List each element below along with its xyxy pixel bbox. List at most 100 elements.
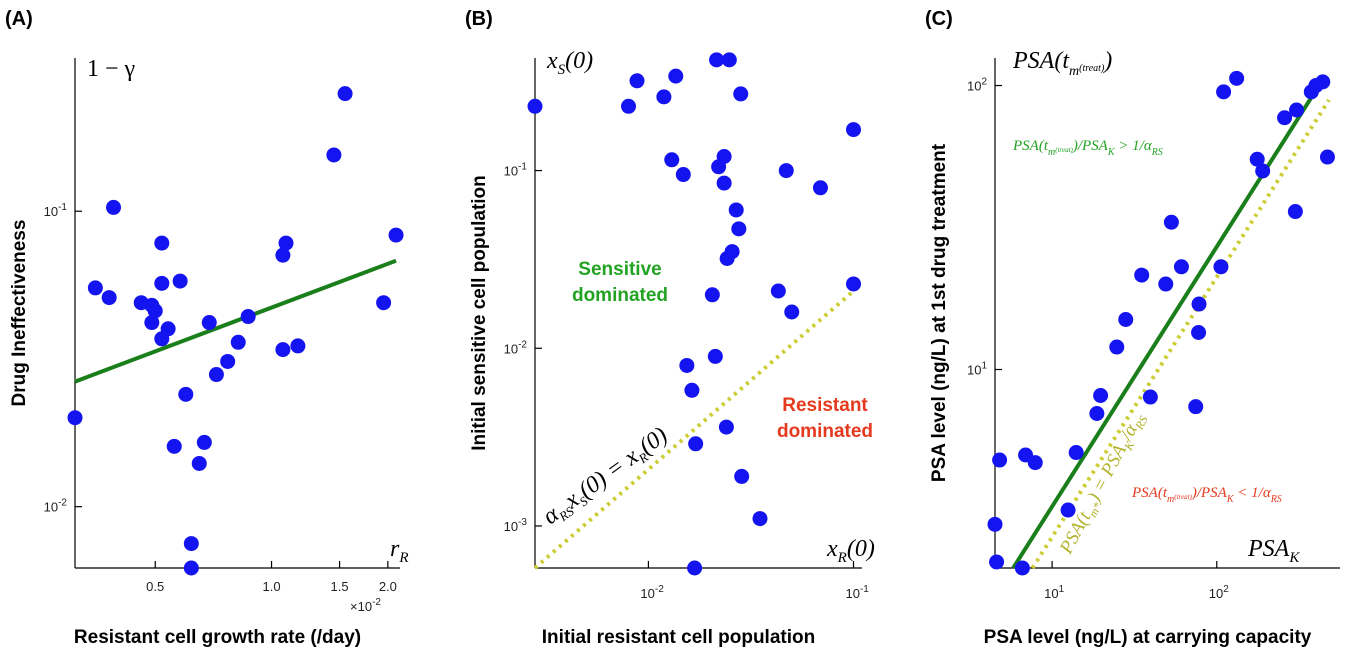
data-point: [1191, 296, 1207, 312]
math-y-label: xS(0): [546, 48, 593, 78]
data-point: [1068, 445, 1084, 461]
data-point: [240, 309, 256, 325]
data-point: [147, 303, 163, 319]
data-point: [718, 419, 734, 435]
data-point: [675, 167, 691, 183]
data-point: [178, 386, 194, 402]
data-point: [290, 338, 306, 354]
ticks: 101 102 101 102: [967, 77, 1229, 601]
y-tick-label: 10-3: [504, 517, 528, 534]
upper-region-label: PSA(tm(treat))/PSAK > 1/αRS: [1012, 138, 1163, 158]
data-point: [846, 122, 862, 138]
data-point: [734, 468, 750, 484]
data-point: [230, 334, 246, 350]
data-point: [1142, 389, 1158, 405]
data-point: [278, 235, 294, 251]
data-point: [992, 452, 1008, 468]
data-point: [1255, 163, 1271, 179]
math-x-label: PSAK: [1247, 536, 1300, 566]
data-point: [154, 275, 170, 291]
data-point: [101, 290, 117, 306]
data-point: [784, 304, 800, 320]
region-sensitive-label: Sensitive dominated: [572, 259, 668, 306]
x-tick-label: 10-2: [640, 584, 664, 601]
data-point: [724, 244, 740, 260]
x-tick-label: 2.0: [379, 579, 397, 594]
data-point: [987, 516, 1003, 532]
data-point: [154, 235, 170, 251]
data-point: [716, 148, 732, 164]
data-point: [1027, 455, 1043, 471]
y-axis-title: PSA level (ng/L) at 1st drug treatment: [929, 143, 950, 482]
data-point: [1134, 267, 1150, 283]
panel-label: (B): [465, 8, 493, 30]
data-point: [664, 152, 680, 168]
data-point: [1213, 259, 1229, 275]
data-points: [527, 52, 862, 576]
y-tick-label: 10-1: [44, 202, 68, 219]
data-point: [989, 554, 1005, 570]
data-point: [728, 202, 744, 218]
data-point: [709, 52, 725, 68]
data-point: [1188, 399, 1204, 415]
data-point: [160, 321, 176, 337]
data-point: [166, 438, 182, 454]
data-point: [376, 295, 392, 311]
data-point: [679, 357, 695, 373]
y-axis-title: Initial sensitive cell population: [469, 175, 490, 451]
data-point: [733, 86, 749, 102]
data-point: [87, 280, 103, 296]
data-point: [196, 434, 212, 450]
x-axis-title: Initial resistant cell population: [542, 627, 815, 648]
data-point: [621, 98, 637, 114]
panel-label: (A): [5, 8, 33, 30]
lower-region-label: PSA(tm(treat))/PSAK < 1/αRS: [1131, 485, 1282, 505]
panel-label: (C): [925, 8, 953, 30]
data-point: [656, 89, 672, 105]
data-point: [629, 73, 645, 89]
data-points: [67, 86, 404, 576]
data-point: [201, 315, 217, 331]
data-point: [731, 221, 747, 237]
data-point: [183, 536, 199, 552]
data-point: [684, 382, 700, 398]
data-point: [1118, 311, 1134, 327]
data-point: [770, 283, 786, 299]
region-resistant-label: Resistant dominated: [777, 395, 873, 442]
data-point: [527, 98, 543, 114]
data-point: [183, 560, 199, 576]
data-point: [1191, 324, 1207, 340]
data-point: [275, 247, 291, 263]
panel-b: (B) Initial resistant cell population Init…: [465, 8, 875, 648]
panel-c: (C) PSA level (ng/L) at carrying capacity…: [925, 8, 1340, 648]
math-y-label: PSA(tm(treat)): [1012, 48, 1112, 79]
data-point: [716, 175, 732, 191]
math-x-label: rR: [390, 536, 409, 566]
data-point: [106, 199, 122, 215]
data-point: [1089, 405, 1105, 421]
data-point: [1289, 102, 1305, 118]
y-tick-label: 10-2: [44, 498, 68, 515]
threshold-line-label: αRSxS(0) = xR(0): [538, 422, 673, 531]
data-point: [668, 68, 684, 84]
y-tick-label: 10-2: [504, 339, 528, 356]
ticks: 10-2 10-1 0.5 1.0 1.5 2.0 ×10-2: [44, 202, 397, 614]
panel-a: (A) Resistant cell growth rate (/day) Drug…: [5, 8, 409, 648]
x-axis-title: Resistant cell growth rate (/day): [74, 627, 361, 648]
math-y-label: 1 − γ: [87, 56, 136, 82]
data-point: [1229, 70, 1245, 86]
data-point: [144, 315, 160, 331]
data-point: [1163, 214, 1179, 230]
data-point: [1109, 339, 1125, 355]
data-point: [846, 276, 862, 292]
data-point: [1093, 387, 1109, 403]
y-tick-label: 10-1: [504, 162, 528, 179]
data-point: [688, 436, 704, 452]
y-tick-label: 101: [967, 361, 987, 378]
data-point: [67, 410, 83, 426]
data-point: [1014, 560, 1030, 576]
data-point: [275, 342, 291, 358]
data-point: [752, 511, 768, 527]
data-point: [778, 163, 794, 179]
data-point: [1287, 204, 1303, 220]
